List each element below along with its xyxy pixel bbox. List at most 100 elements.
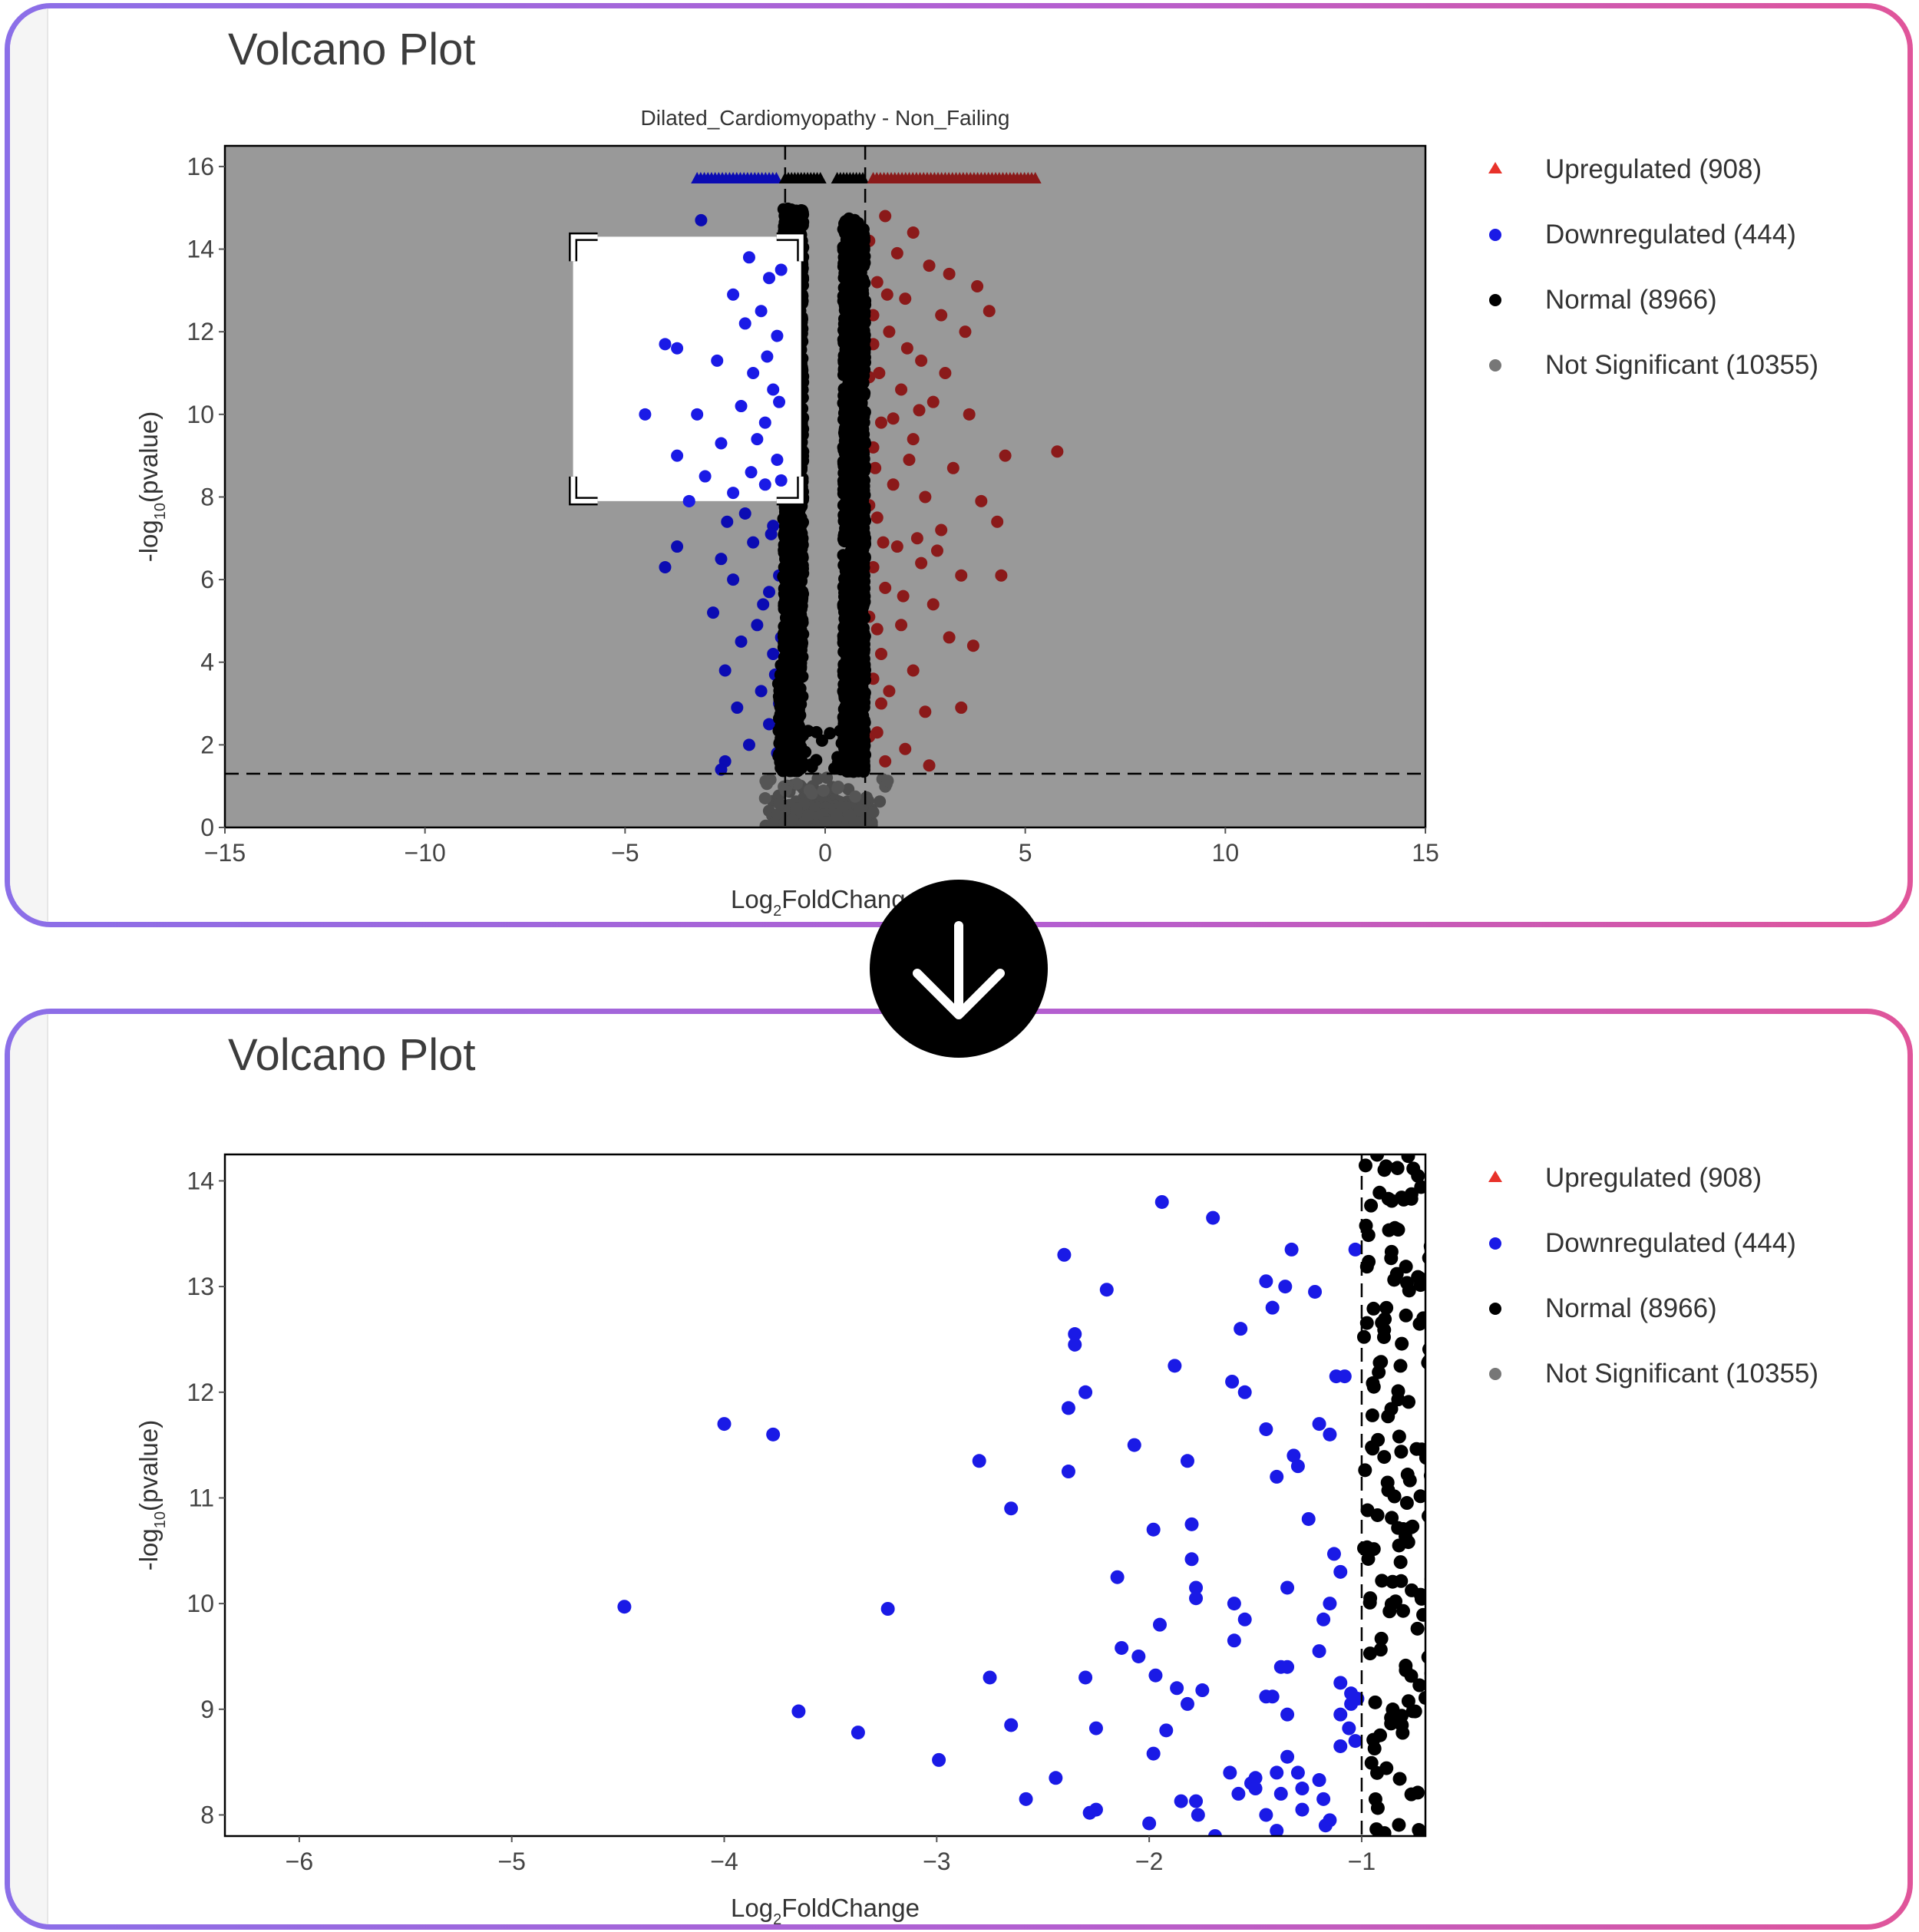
- data-point-normal: [1368, 1792, 1382, 1806]
- data-point-normal: [1392, 1538, 1406, 1553]
- data-point-downregulated: [1316, 1792, 1331, 1806]
- data-point-downregulated: [727, 288, 740, 301]
- data-point-upregulated: [966, 639, 979, 652]
- data-point-normal: [1424, 1669, 1425, 1677]
- legend-label: Upregulated (908): [1545, 1163, 1762, 1193]
- data-point-downregulated: [775, 474, 788, 487]
- data-point-upregulated: [943, 631, 956, 644]
- data-point-normal: [1416, 1311, 1425, 1326]
- y-tick-label: 8: [200, 483, 214, 510]
- data-point-downregulated: [1146, 1522, 1161, 1537]
- data-point-downregulated: [1019, 1792, 1033, 1806]
- data-point-downregulated: [1184, 1552, 1199, 1567]
- zoom-selection-box[interactable]: [569, 232, 806, 507]
- legend-label: Upregulated (908): [1545, 154, 1762, 184]
- legend-dot-marker: [1489, 294, 1501, 306]
- data-point-normal: [1430, 1753, 1444, 1767]
- data-point-downregulated: [1078, 1385, 1093, 1399]
- legend-item[interactable]: Upregulated (908): [1482, 147, 1907, 193]
- data-point-normal: [1430, 1445, 1444, 1458]
- legend-item[interactable]: Normal (8966): [1482, 1286, 1907, 1332]
- data-point-upregulated: [955, 569, 968, 582]
- data-point-upregulated: [915, 354, 928, 367]
- data-point-upregulated: [999, 449, 1012, 462]
- data-point-normal: [844, 331, 857, 344]
- data-point-normal: [843, 240, 856, 253]
- data-point-normal: [793, 512, 806, 525]
- data-point-downregulated: [659, 338, 672, 351]
- data-point-normal: [837, 646, 851, 659]
- data-point-downregulated: [659, 560, 672, 573]
- data-point-normal: [1356, 1329, 1371, 1344]
- data-point-normal: [777, 705, 790, 718]
- legend-item[interactable]: Upregulated (908): [1482, 1155, 1907, 1201]
- data-point-downregulated: [1152, 1617, 1167, 1632]
- data-point-normal: [1384, 1251, 1399, 1266]
- data-point-upregulated: [870, 276, 884, 289]
- data-point-upregulated: [907, 226, 920, 239]
- data-point-upregulated: [879, 755, 892, 768]
- data-point-normal: [794, 660, 808, 673]
- legend-item[interactable]: Not Significant (10355): [1482, 1351, 1907, 1397]
- data-point-not-significant: [805, 787, 818, 800]
- data-point-upregulated: [963, 408, 976, 421]
- data-point-downregulated: [1168, 1359, 1182, 1373]
- arrow-down-icon: [913, 921, 1005, 1019]
- data-point-not-significant: [830, 808, 843, 821]
- x-tick-label: −10: [405, 839, 446, 867]
- data-point-downregulated: [751, 433, 764, 446]
- data-point-not-significant: [758, 791, 771, 804]
- data-point-normal: [1429, 1221, 1443, 1235]
- data-point-normal: [842, 377, 855, 390]
- data-point-upregulated: [883, 325, 896, 339]
- data-point-normal: [839, 506, 852, 519]
- data-point-normal: [1361, 1551, 1376, 1566]
- x-tick-label: −15: [204, 839, 246, 867]
- data-point-upregulated: [877, 536, 890, 549]
- data-point-normal: [1365, 1408, 1379, 1422]
- data-point-downregulated: [758, 478, 771, 491]
- legend-item[interactable]: Downregulated (444): [1482, 212, 1907, 258]
- data-point-downregulated: [735, 400, 748, 413]
- panel-left-strip: [10, 8, 48, 922]
- y-tick-label: 10: [187, 401, 214, 428]
- data-point-downregulated: [1290, 1765, 1305, 1780]
- data-point-upregulated: [995, 569, 1008, 582]
- data-point-downregulated: [1237, 1612, 1252, 1627]
- data-point-downregulated: [1189, 1794, 1204, 1808]
- data-point-normal: [1390, 1161, 1405, 1175]
- data-point-normal: [1379, 1300, 1394, 1315]
- data-point-downregulated: [727, 487, 740, 500]
- data-point-downregulated: [1323, 1813, 1337, 1828]
- data-point-downregulated: [682, 494, 695, 507]
- data-point-normal: [856, 251, 869, 264]
- legend-dot-marker: [1489, 359, 1501, 372]
- data-point-normal: [1377, 1163, 1392, 1177]
- volcano-plot-overview[interactable]: −15 −10 −5 0 5 10 15 0 2 4 6 8 10 12 14 16 Dilated_Cardi…: [10, 8, 1907, 922]
- data-point-downregulated: [1326, 1547, 1341, 1561]
- data-point-downregulated: [1337, 1369, 1352, 1384]
- data-point-downregulated: [1301, 1511, 1316, 1526]
- legend-triangle-marker: [1488, 162, 1502, 173]
- data-point-not-significant: [849, 790, 862, 803]
- data-point-downregulated: [1148, 1668, 1163, 1683]
- data-point-downregulated: [1127, 1438, 1141, 1452]
- legend-item[interactable]: Downregulated (444): [1482, 1220, 1907, 1267]
- data-point-normal: [1425, 1505, 1438, 1519]
- data-point-normal: [1369, 1822, 1384, 1836]
- volcano-plot-zoomed[interactable]: −6 −5 −4 −3 −2 −1 8 9 10 11 12 13 14 Log2FoldChange -l…: [10, 1014, 1907, 1924]
- data-point-normal: [1358, 1463, 1372, 1478]
- volcano-panel-overview: Volcano Plot −15 −10 −5 0 5 10 15 0 2 4 6 8 10 12 14 16…: [5, 3, 1913, 927]
- data-point-upregulated: [971, 279, 984, 292]
- data-point-normal: [848, 390, 861, 403]
- zoom-arrow-button: [870, 880, 1048, 1058]
- data-point-upregulated: [919, 705, 932, 718]
- data-point-downregulated: [1248, 1782, 1263, 1796]
- legend-item[interactable]: Normal (8966): [1482, 277, 1907, 323]
- data-point-normal: [1424, 1575, 1425, 1583]
- panel-title: Volcano Plot: [228, 25, 476, 74]
- data-point-normal: [837, 474, 851, 487]
- legend-item[interactable]: Not Significant (10355): [1482, 342, 1907, 388]
- data-point-downregulated: [1312, 1773, 1326, 1788]
- data-point-normal: [851, 743, 864, 756]
